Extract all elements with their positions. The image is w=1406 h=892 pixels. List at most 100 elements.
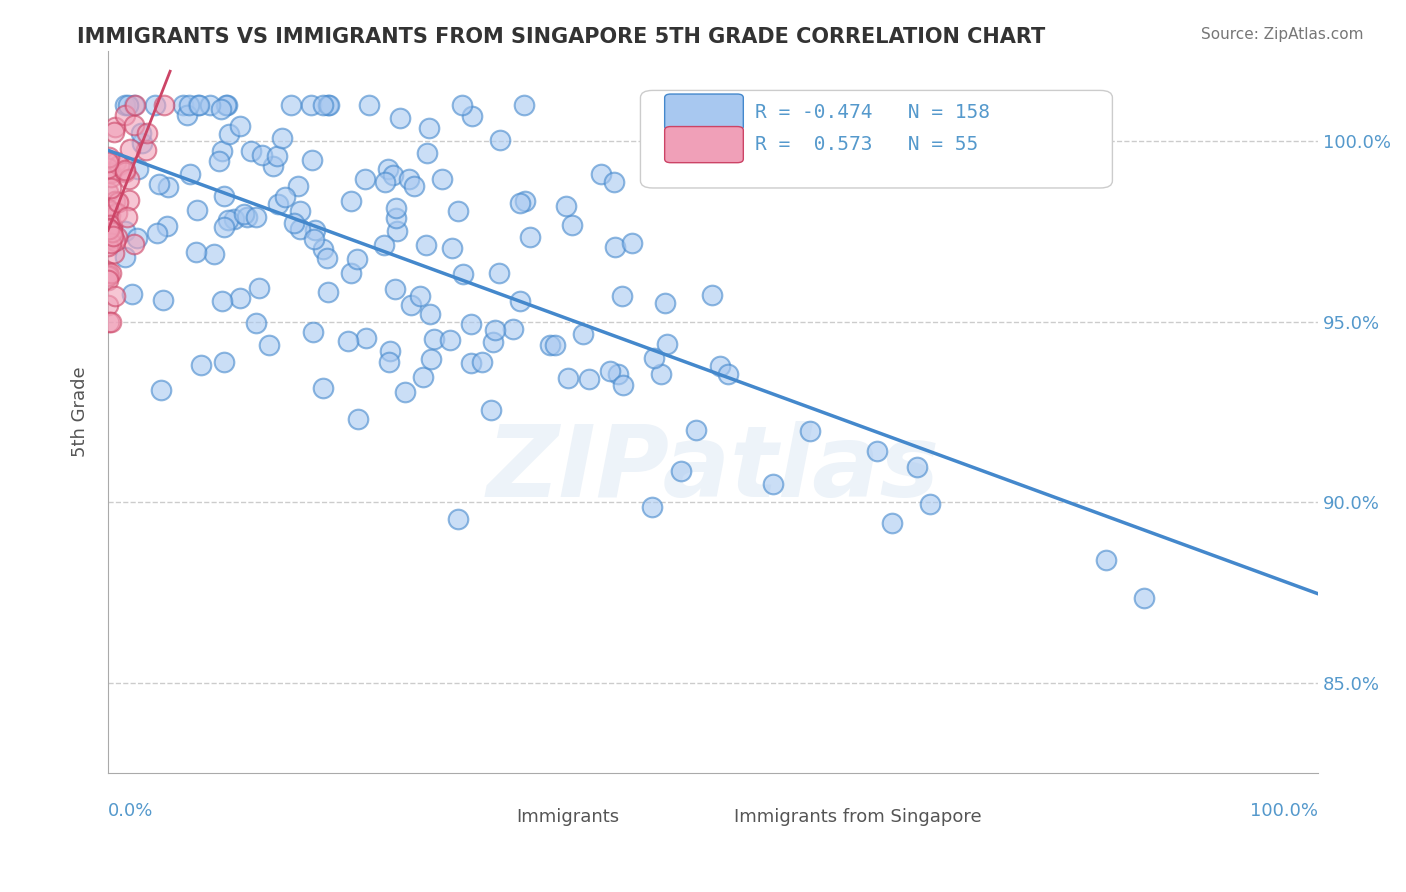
Point [315,251,337,265]
Point [209,102,232,116]
Point [605,240,627,254]
Point [262,159,284,173]
Point [799,424,821,438]
Point [97,161,120,176]
Point [176,108,198,122]
Point [150,384,173,398]
Point [136,126,159,140]
Point [409,289,432,303]
Point [177,98,200,112]
Text: IMMIGRANTS VS IMMIGRANTS FROM SINGAPORE 5TH GRADE CORRELATION CHART: IMMIGRANTS VS IMMIGRANTS FROM SINGAPORE … [77,27,1046,46]
Point [117,98,139,112]
Point [232,207,254,221]
Point [152,293,174,308]
Point [218,127,240,141]
Point [188,98,211,112]
Point [423,332,446,346]
Point [98,207,121,221]
Point [98,219,121,233]
Point [103,246,125,260]
Point [114,162,136,177]
Point [97,202,120,216]
Point [519,229,541,244]
Point [114,98,136,112]
Point [1133,591,1156,606]
Point [394,384,416,399]
Point [347,412,370,426]
Point [612,377,634,392]
Point [451,98,474,112]
Point [685,423,707,437]
Point [100,266,122,280]
Text: 0.0%: 0.0% [108,802,153,820]
Point [127,161,149,176]
Point [108,158,131,172]
Point [346,252,368,266]
Point [709,359,731,374]
Y-axis label: 5th Grade: 5th Grade [72,367,89,458]
Point [257,337,280,351]
Point [198,98,221,112]
Point [114,251,136,265]
Point [190,358,212,372]
Point [446,512,468,526]
Point [557,371,579,385]
Point [502,322,524,336]
FancyBboxPatch shape [718,797,779,836]
Point [377,162,399,177]
Point [415,238,437,252]
Point [97,185,120,199]
Point [97,221,120,235]
Point [274,190,297,204]
Point [591,167,613,181]
Point [316,285,339,299]
Point [100,166,122,180]
Point [280,98,302,112]
Point [115,211,138,225]
Point [224,211,246,226]
Point [312,381,335,395]
Point [245,210,267,224]
Point [398,172,420,186]
Point [100,219,122,234]
Point [555,199,578,213]
Point [101,220,124,235]
Point [374,175,396,189]
Point [131,126,153,140]
Point [339,266,361,280]
Point [378,355,401,369]
Point [419,351,441,366]
Point [217,212,239,227]
Point [447,204,470,219]
Point [418,121,440,136]
Point [283,216,305,230]
Point [302,231,325,245]
Point [153,98,176,112]
Point [114,108,136,122]
Point [118,172,141,186]
Point [124,98,146,112]
Point [318,98,340,112]
Point [432,172,454,186]
Point [101,226,124,240]
Point [880,516,903,531]
Point [187,98,209,112]
Point [415,146,437,161]
Point [460,317,482,331]
Point [215,98,238,112]
Point [385,211,408,225]
Point [762,477,785,491]
Point [388,111,411,125]
Point [439,334,461,348]
Point [121,287,143,301]
Point [353,171,375,186]
Point [143,98,166,112]
Point [512,98,534,112]
Point [214,355,236,369]
Point [602,175,624,189]
Point [513,194,536,208]
Point [399,298,422,312]
Point [105,206,128,220]
Point [186,202,208,217]
Point [247,281,270,295]
